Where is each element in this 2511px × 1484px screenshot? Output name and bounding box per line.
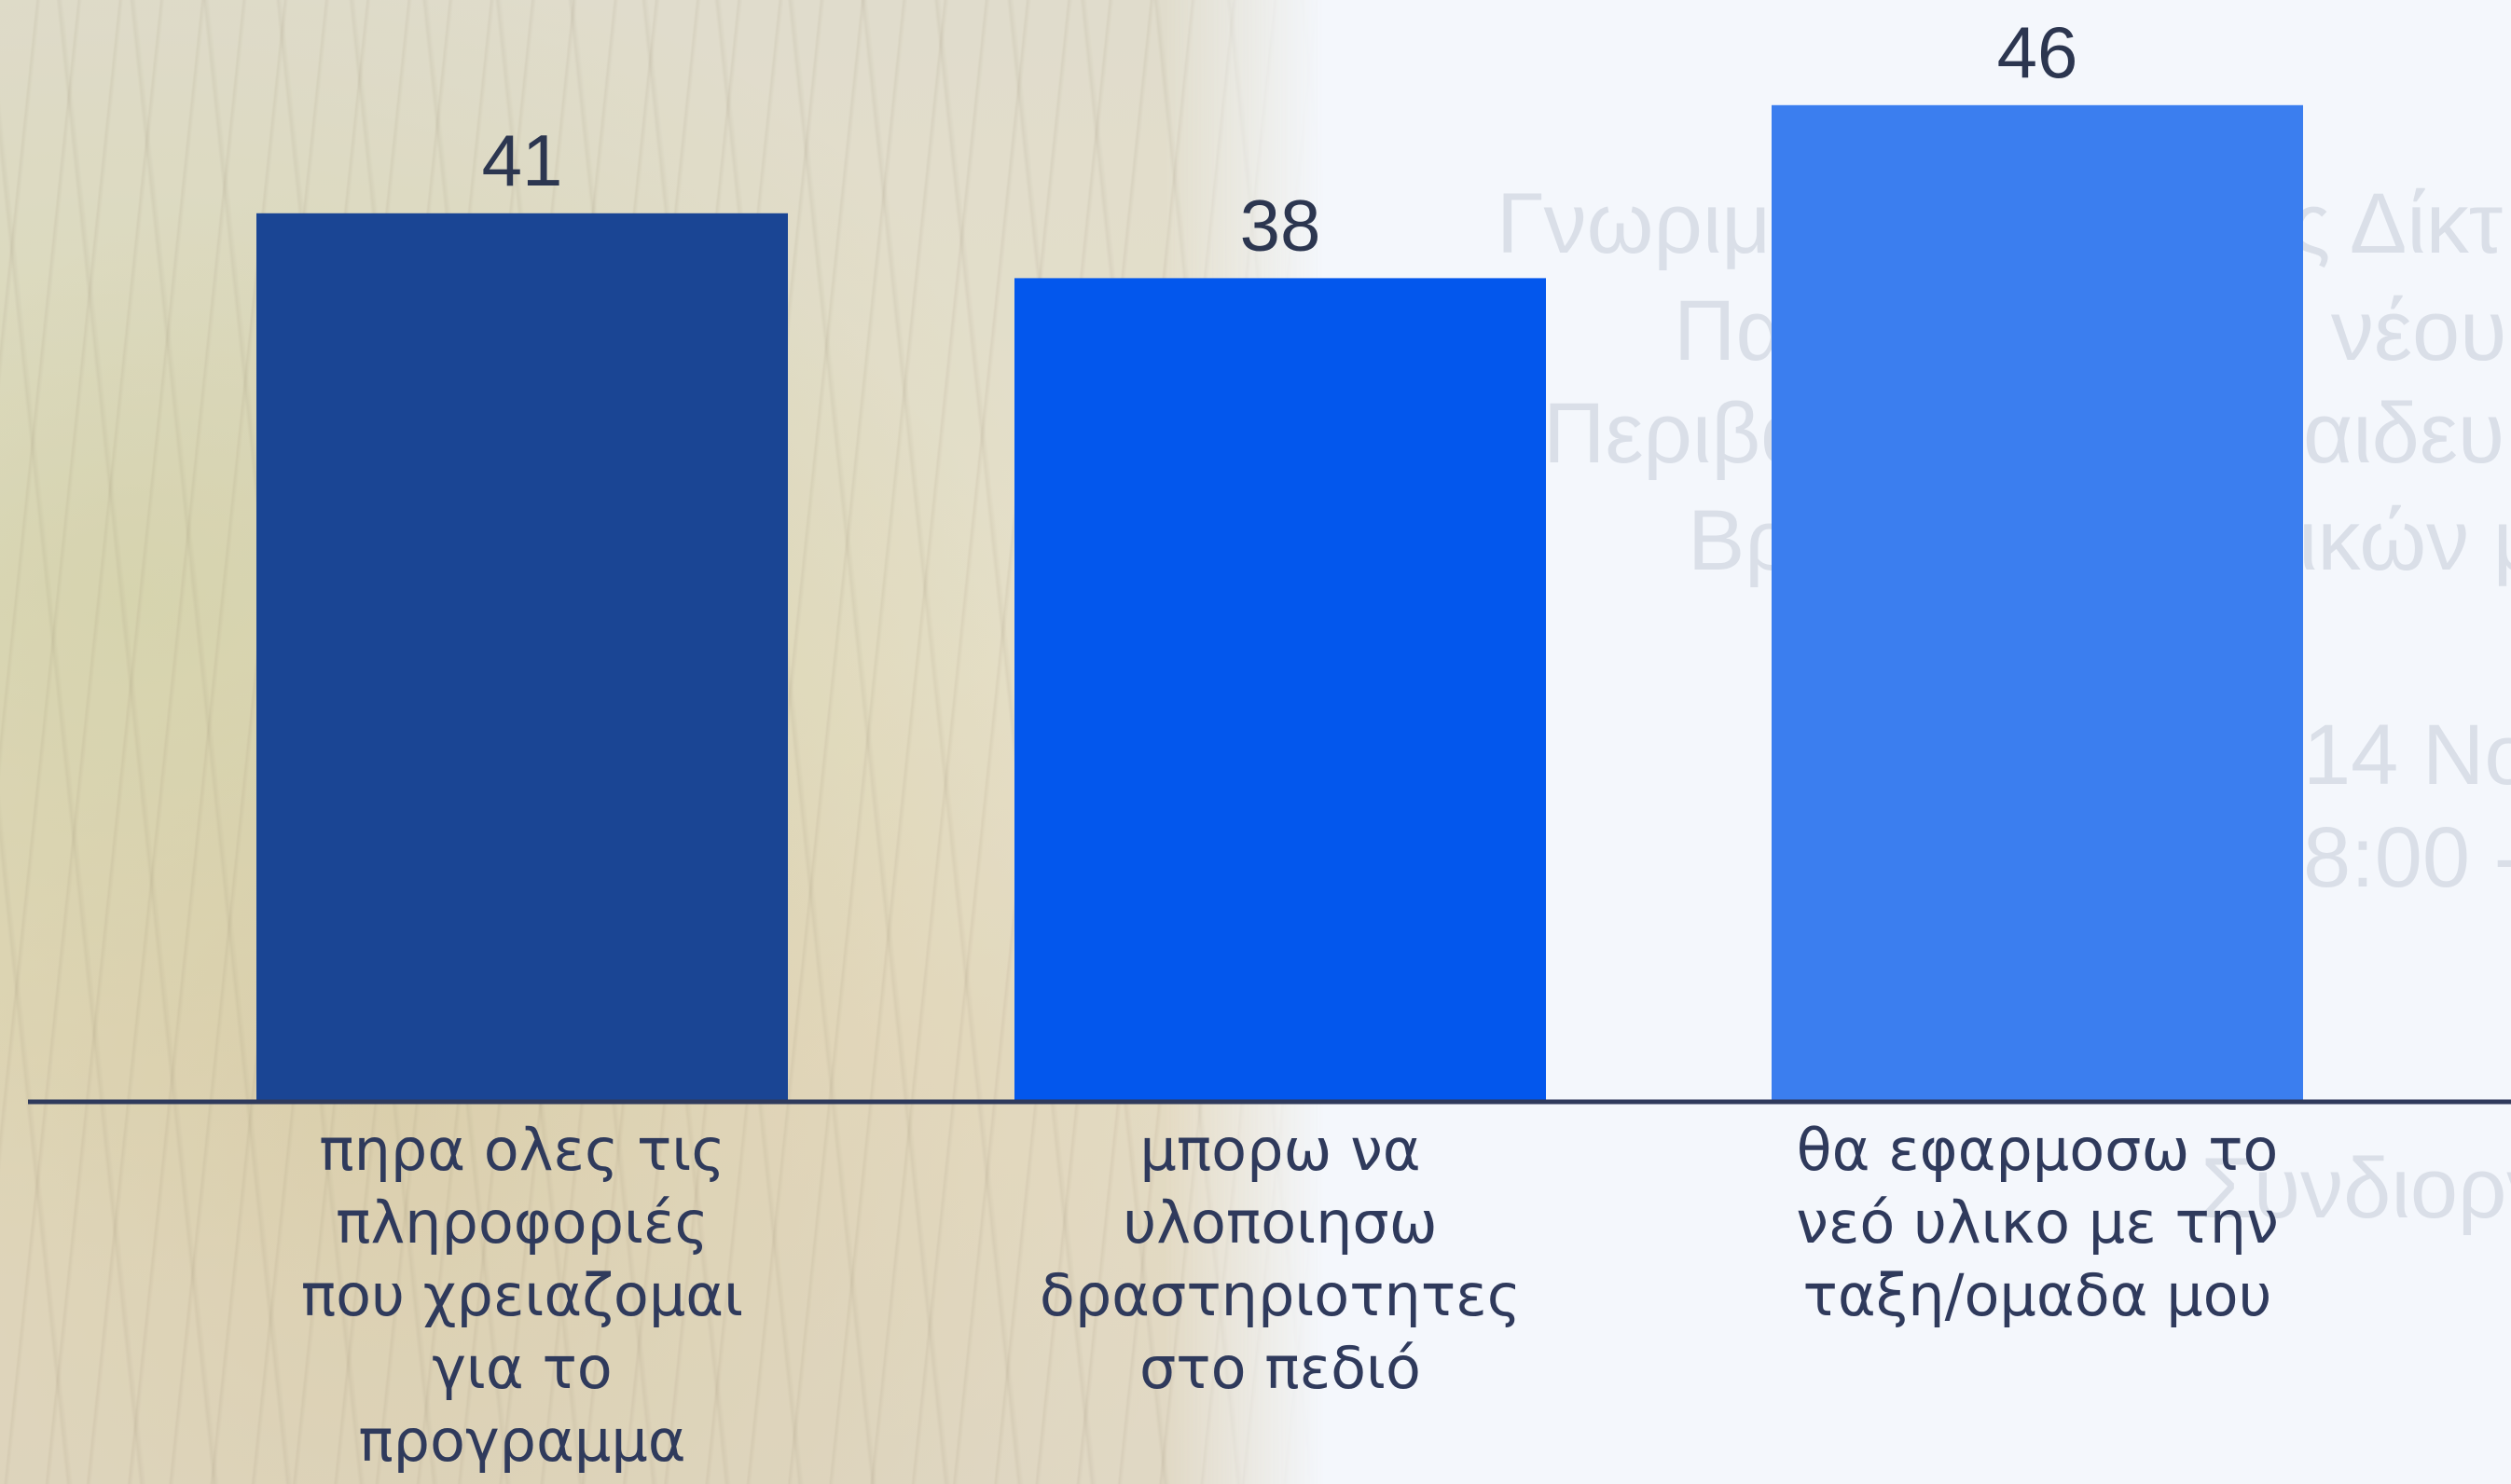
bar — [1014, 278, 1546, 1100]
background-text-fragment: 14 Νο — [2303, 708, 2511, 803]
background-text-fragment: Συνδιορν — [2201, 1141, 2511, 1236]
background-text-fragment: Περιβα — [1543, 386, 1811, 481]
category-label: για το — [432, 1334, 613, 1402]
bar — [256, 213, 788, 1101]
category-label: που χρειαζομαι — [301, 1261, 743, 1329]
category-label: προγραμμα — [358, 1407, 685, 1475]
background-text-fragment: ς Δίκτ — [2289, 176, 2504, 271]
background-text-fragment: νέου — [2331, 283, 2507, 378]
data-label: 41 — [482, 119, 563, 201]
data-label: 46 — [1997, 11, 2078, 93]
background-text-fragment: ικών μ — [2298, 493, 2511, 588]
background-text-fragment: Πα — [1674, 283, 1786, 378]
background-text-fragment: Γνωριμί — [1497, 176, 1790, 271]
category-label: θα εφαρμοσω το — [1797, 1116, 2279, 1184]
category-label: ταξη/ομαδα μου — [1803, 1261, 2272, 1329]
category-label: δραστηριοτητες — [1040, 1261, 1521, 1329]
category-label: στο πεδιό — [1139, 1334, 1421, 1402]
data-label: 38 — [1240, 184, 1321, 266]
background-text-fragment: αιδευ — [2303, 386, 2505, 481]
category-label: πληροφοριές — [336, 1189, 709, 1257]
background-text-fragment: 8:00 - — [2303, 810, 2511, 905]
category-label: πηρα ολες τις — [319, 1116, 724, 1184]
bar — [1772, 104, 2303, 1100]
category-label: υλοποιησω — [1123, 1189, 1437, 1257]
category-label: νεό υλικο με την — [1796, 1189, 2278, 1257]
category-label: μπορω να — [1139, 1116, 1420, 1184]
